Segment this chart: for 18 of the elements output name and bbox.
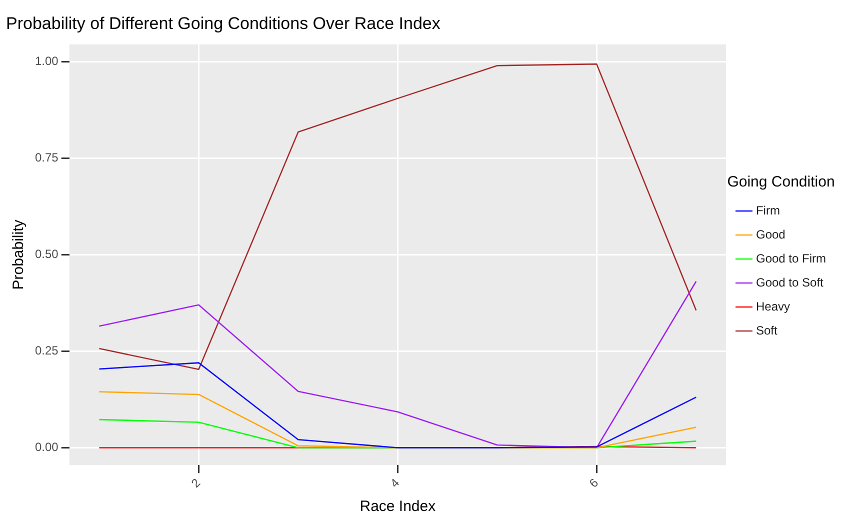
chart-title: Probability of Different Going Conditions Over Race Index [6, 14, 441, 33]
legend-label: Good to Soft [756, 275, 824, 290]
legend-title: Going Condition [727, 174, 835, 191]
legend-label: Good [756, 227, 786, 242]
x-tick-label: 2 [188, 476, 204, 490]
legend-label: Soft [756, 323, 778, 338]
y-tick-label: 0.50 [34, 247, 59, 262]
legend-label: Firm [756, 203, 780, 218]
x-tick-label: 6 [586, 476, 602, 490]
y-tick-label: 0.75 [34, 150, 59, 165]
x-tick-label: 4 [388, 476, 402, 490]
y-axis-title: Probability [10, 219, 28, 290]
y-tick-label: 0.00 [34, 440, 59, 454]
y-tick-label: 0.25 [34, 344, 59, 358]
legend-label: Good to Firm [756, 251, 826, 266]
y-tick-label: 1.00 [34, 54, 59, 68]
legend-label: Heavy [756, 299, 790, 314]
x-axis-title: Race Index [360, 498, 436, 516]
